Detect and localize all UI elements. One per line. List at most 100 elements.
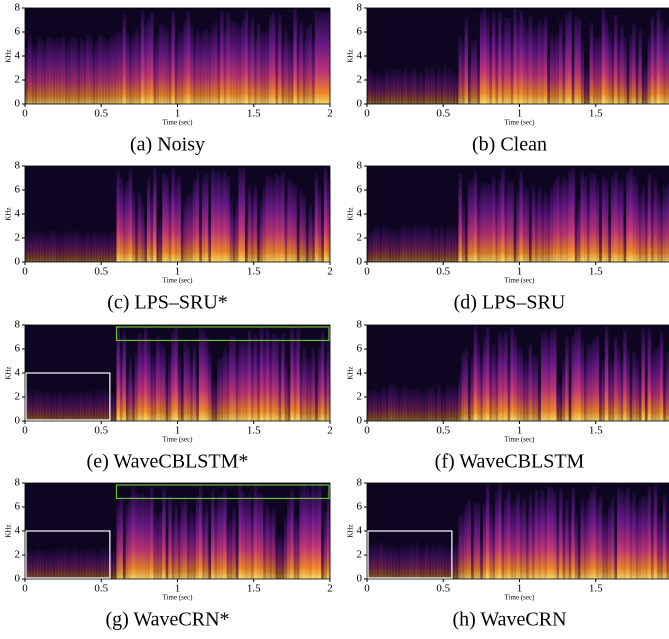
spectrogram-column bbox=[418, 389, 423, 421]
spectrogram-column bbox=[659, 331, 664, 421]
spectrogram-column bbox=[165, 28, 169, 105]
spectrogram-column bbox=[25, 548, 29, 579]
x-tick-label: 0 bbox=[22, 266, 28, 278]
spectrogram-column bbox=[110, 230, 114, 262]
spectrogram-column bbox=[61, 392, 66, 421]
x-axis-label: Time (sec) bbox=[163, 436, 194, 444]
spectrogram-column bbox=[34, 44, 38, 104]
spectrogram-column bbox=[601, 8, 606, 104]
spectrogram-column bbox=[140, 338, 145, 421]
spectrogram-column bbox=[67, 390, 72, 421]
spectrogram-column bbox=[370, 71, 374, 104]
spectrogram-column bbox=[171, 518, 175, 579]
spectrogram-column bbox=[626, 170, 630, 262]
spectrogram-column bbox=[394, 546, 398, 579]
spectrogram-column bbox=[317, 346, 322, 421]
spectrogram-column bbox=[76, 46, 81, 104]
spectrogram-column bbox=[201, 328, 206, 421]
spectrogram-column bbox=[98, 389, 102, 421]
spectrogram-column bbox=[204, 504, 209, 579]
panel: 0 2 4 6 8 0 0.5 1 1.5 2 Time (sec) KHz (g) WaveCRN* bbox=[5, 477, 333, 631]
spectrogram-column bbox=[281, 41, 285, 104]
spectrogram-column bbox=[531, 26, 536, 104]
spectrogram-column bbox=[434, 74, 438, 104]
spectrogram-column bbox=[116, 502, 120, 579]
spectrogram-column bbox=[611, 41, 615, 104]
spectrogram-column bbox=[43, 42, 47, 104]
spectrogram-column bbox=[76, 550, 81, 579]
spectrogram-column bbox=[55, 547, 59, 579]
spectrogram-column bbox=[568, 384, 572, 421]
spectrogram-column bbox=[284, 199, 288, 262]
spectrogram-column bbox=[101, 37, 105, 104]
spectrogram-column bbox=[489, 355, 493, 421]
spectrogram-column bbox=[598, 496, 603, 579]
spectrogram-column bbox=[534, 27, 539, 105]
spectrogram-column bbox=[626, 487, 630, 579]
spectrogram-column bbox=[238, 168, 242, 262]
y-axis-label: KHz bbox=[5, 49, 13, 62]
spectrogram-column bbox=[79, 549, 84, 579]
spectrogram-column bbox=[394, 229, 398, 262]
spectrogram-column bbox=[623, 494, 627, 579]
spectrogram-column bbox=[168, 494, 172, 579]
spectrogram-column bbox=[107, 393, 111, 421]
spectrogram-column bbox=[519, 170, 523, 262]
spectrogram-column bbox=[583, 507, 587, 579]
spectrogram-column bbox=[55, 37, 59, 104]
spectrogram-column bbox=[403, 66, 408, 104]
spectrogram-column bbox=[665, 183, 669, 262]
spectrogram-column bbox=[82, 233, 87, 262]
spectrogram-column bbox=[479, 536, 484, 579]
spectrogram-column bbox=[226, 176, 230, 262]
spectrogram-column bbox=[265, 175, 270, 262]
spectrogram-column bbox=[653, 28, 658, 105]
spectrogram-column bbox=[58, 234, 62, 262]
spectrogram-column bbox=[504, 330, 508, 421]
spectrogram-column bbox=[49, 393, 53, 421]
spectrogram-column bbox=[589, 489, 594, 579]
spectrogram-column bbox=[52, 39, 56, 104]
spectrogram-column bbox=[574, 329, 578, 421]
caption: (c) LPS–SRU* bbox=[107, 292, 228, 314]
spectrogram-column bbox=[403, 546, 408, 579]
spectrogram-column bbox=[467, 181, 472, 262]
spectrogram-column bbox=[37, 230, 41, 262]
spectrogram-column bbox=[220, 175, 224, 262]
spectrogram-column bbox=[171, 11, 175, 105]
spectrogram-column bbox=[379, 540, 383, 579]
caption: (f) WaveCBLSTM bbox=[435, 451, 585, 473]
spectrogram-column bbox=[162, 487, 166, 579]
spectrogram-column bbox=[64, 547, 69, 579]
spectrogram-column bbox=[204, 28, 209, 104]
spectrogram-column bbox=[269, 513, 273, 579]
spectrogram-column bbox=[287, 38, 291, 105]
spectrogram-column bbox=[229, 517, 233, 579]
spectrogram-column bbox=[589, 22, 594, 105]
spectrogram-column bbox=[595, 181, 600, 262]
spectrogram-column bbox=[140, 201, 145, 262]
spectrogram-column bbox=[214, 505, 218, 579]
spectrogram-column bbox=[174, 325, 178, 421]
spectrogram-column bbox=[531, 507, 536, 579]
spectrogram-column bbox=[373, 542, 377, 579]
spectrogram-column bbox=[89, 35, 93, 104]
spectrogram-column bbox=[299, 359, 303, 421]
spectrogram-column bbox=[485, 327, 490, 421]
spectrogram-column bbox=[323, 359, 328, 421]
spectrogram-column bbox=[76, 392, 81, 421]
spectrogram-column bbox=[305, 488, 310, 579]
spectrogram-column bbox=[46, 550, 50, 579]
y-tick-label: 6 bbox=[357, 343, 363, 355]
spectrogram-column bbox=[49, 230, 53, 262]
spectrogram-column bbox=[28, 389, 32, 421]
spectrogram-column bbox=[574, 16, 578, 105]
spectrogram-column bbox=[424, 66, 429, 104]
spectrogram-column bbox=[147, 338, 151, 421]
spectrogram-column bbox=[70, 231, 75, 262]
spectrogram-column bbox=[28, 550, 32, 579]
spectrogram-column bbox=[159, 511, 163, 579]
spectrogram-column bbox=[662, 31, 667, 104]
highlight-box bbox=[25, 372, 111, 421]
